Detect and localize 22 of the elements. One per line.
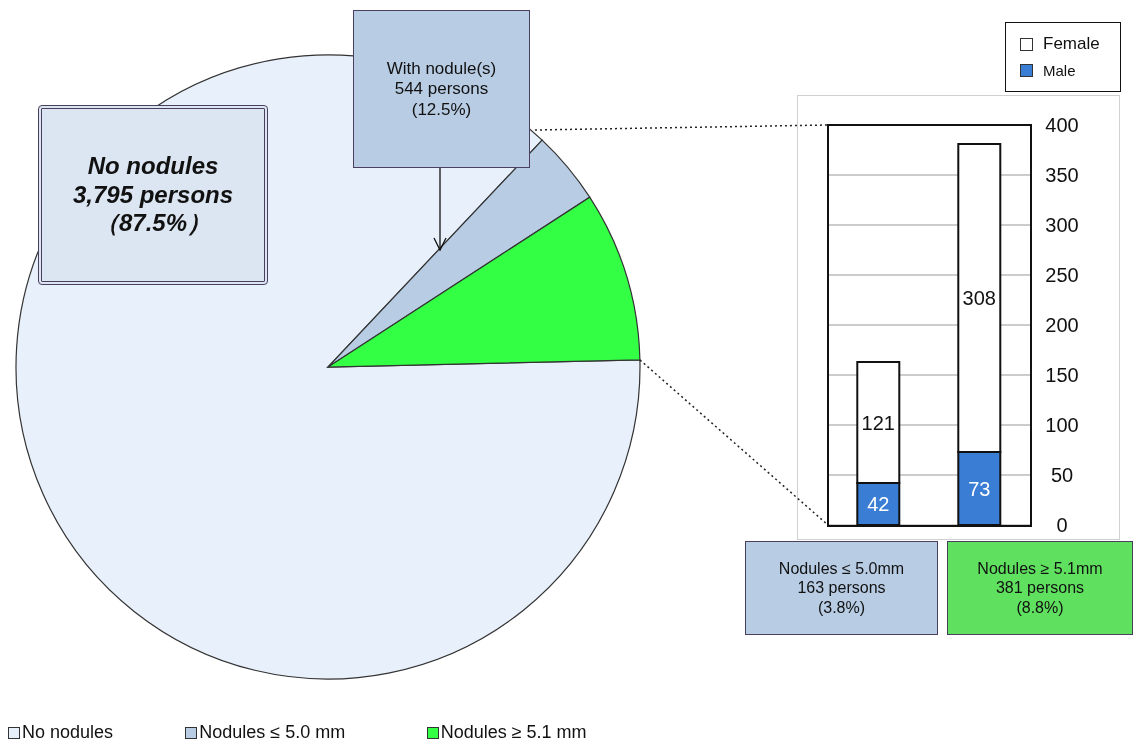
data-label: 73 — [968, 477, 991, 500]
y-tick-label: 100 — [1045, 414, 1079, 437]
legend-label: Nodules ≥ 5.1 mm — [440, 722, 587, 743]
y-tick-label: 250 — [1045, 264, 1079, 287]
data-label: 308 — [962, 287, 996, 310]
y-tick-label: 0 — [1056, 514, 1068, 537]
legend-label: No nodules — [22, 722, 114, 743]
legend-label: Male — [1043, 61, 1076, 79]
y-tick-label: 200 — [1045, 314, 1079, 337]
y-tick-label: 50 — [1050, 464, 1074, 487]
text: Nodules ≥ 5.1mm 381 persons (8.8%) — [977, 559, 1103, 617]
text: Nodules ≤ 5.0mm 163 persons (3.8%) — [778, 559, 905, 617]
y-tick-label: 350 — [1045, 164, 1079, 187]
y-tick-label: 300 — [1045, 214, 1079, 237]
legend-label: Nodules ≤ 5.0 mm — [199, 722, 346, 743]
data-label: 121 — [861, 411, 895, 434]
text: With nodule(s) 544 persons (12.5%) — [386, 59, 497, 121]
y-tick-label: 400 — [1045, 114, 1079, 137]
text: Female — [1043, 34, 1100, 54]
y-tick-label: 150 — [1045, 364, 1079, 387]
text: No nodules 3,795 persons （87.5%） — [72, 151, 234, 239]
data-label: 42 — [867, 493, 890, 516]
